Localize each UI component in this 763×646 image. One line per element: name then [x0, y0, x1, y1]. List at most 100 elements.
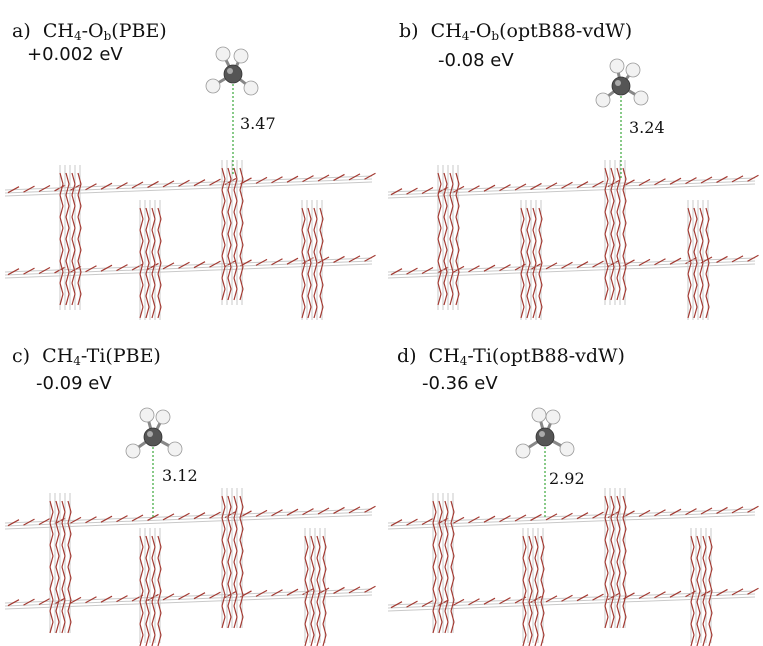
- o-bond: [561, 181, 573, 189]
- o-bond: [483, 264, 496, 272]
- slab-column: [49, 493, 72, 634]
- o-zigzag-bond: [610, 605, 615, 618]
- o-bond: [716, 588, 728, 596]
- o-zigzag-bond: [532, 284, 537, 297]
- o-bond: [716, 506, 728, 514]
- o-bond: [638, 509, 651, 517]
- o-zigzag-bond: [610, 222, 615, 235]
- o-zigzag-bond: [322, 546, 327, 559]
- o-zigzag-bond: [145, 240, 150, 253]
- o-zigzag-bond: [151, 568, 156, 581]
- o-zigzag-bond: [310, 546, 315, 559]
- o-zigzag-bond: [157, 546, 162, 559]
- o-zigzag-bond: [221, 506, 226, 519]
- o-zigzag-bond: [157, 262, 162, 275]
- slab-column: [221, 160, 244, 305]
- o-zigzag-bond: [610, 561, 615, 574]
- o-zigzag-bond: [616, 178, 621, 191]
- o-zigzag-bond: [49, 544, 54, 557]
- ti-o-bond: [4, 594, 373, 610]
- o-zigzag-bond: [301, 284, 306, 297]
- o-zigzag-bond: [705, 284, 710, 297]
- o-zigzag-bond: [157, 251, 162, 264]
- o-zigzag-bond: [139, 306, 144, 319]
- o-bond: [685, 257, 697, 265]
- o-zigzag-bond: [139, 634, 144, 646]
- o-zigzag-bond: [59, 282, 64, 295]
- o-zigzag-bond: [444, 610, 449, 623]
- o-zigzag-bond: [522, 612, 527, 625]
- o-zigzag-bond: [604, 233, 609, 246]
- o-zigzag-bond: [61, 610, 66, 623]
- o-zigzag-bond: [221, 277, 226, 290]
- o-zigzag-bond: [322, 601, 327, 614]
- o-zigzag-bond: [604, 539, 609, 552]
- o-zigzag-bond: [227, 167, 232, 180]
- o-zigzag-bond: [534, 557, 539, 570]
- o-bond: [483, 597, 496, 605]
- o-zigzag-bond: [313, 273, 318, 286]
- o-zigzag-bond: [437, 227, 442, 240]
- o-zigzag-bond: [443, 238, 448, 251]
- o-zigzag-bond: [702, 557, 707, 570]
- o-zigzag-bond: [65, 260, 70, 273]
- o-zigzag-bond: [67, 555, 72, 568]
- o-zigzag-bond: [622, 561, 627, 574]
- o-zigzag-bond: [622, 277, 627, 290]
- slab: [4, 160, 376, 320]
- o-zigzag-bond: [432, 544, 437, 557]
- o-zigzag-bond: [319, 306, 324, 319]
- o-zigzag-bond: [455, 271, 460, 284]
- o-zigzag-bond: [443, 227, 448, 240]
- o-zigzag-bond: [227, 561, 232, 574]
- o-zigzag-bond: [622, 594, 627, 607]
- o-zigzag-bond: [610, 594, 615, 607]
- o-zigzag-bond: [522, 568, 527, 581]
- o-zigzag-bond: [520, 251, 525, 264]
- o-bond: [561, 261, 573, 269]
- o-bond: [468, 265, 480, 273]
- o-zigzag-bond: [304, 579, 309, 592]
- o-zigzag-bond: [610, 167, 615, 180]
- o-zigzag-bond: [444, 533, 449, 546]
- o-zigzag-bond: [708, 612, 713, 625]
- o-zigzag-bond: [699, 306, 704, 319]
- o-zigzag-bond: [65, 293, 70, 306]
- panel-c-title: c) CH4-Ti(PBE): [12, 345, 161, 368]
- o-zigzag-bond: [616, 616, 621, 629]
- o-zigzag-bond: [438, 500, 443, 513]
- o-zigzag-bond: [696, 579, 701, 592]
- o-zigzag-bond: [65, 205, 70, 218]
- o-zigzag-bond: [540, 579, 545, 592]
- o-zigzag-bond: [227, 277, 232, 290]
- o-zigzag-bond: [65, 172, 70, 185]
- o-zigzag-bond: [610, 244, 615, 257]
- o-zigzag-bond: [538, 207, 543, 220]
- hydrogen-atom: [609, 58, 625, 74]
- o-bond: [468, 516, 480, 524]
- o-bond: [131, 181, 144, 189]
- o-zigzag-bond: [77, 183, 82, 196]
- o-zigzag-bond: [437, 249, 442, 262]
- o-zigzag-bond: [67, 500, 72, 513]
- o-zigzag-bond: [59, 238, 64, 251]
- o-zigzag-bond: [301, 251, 306, 264]
- o-zigzag-bond: [151, 295, 156, 308]
- o-zigzag-bond: [221, 517, 226, 530]
- o-zigzag-bond: [227, 550, 232, 563]
- o-zigzag-bond: [145, 579, 150, 592]
- o-zigzag-bond: [221, 178, 226, 191]
- o-zigzag-bond: [696, 590, 701, 603]
- o-zigzag-bond: [699, 273, 704, 286]
- o-bond: [576, 261, 589, 269]
- slab-top-layer: [387, 174, 759, 199]
- o-zigzag-bond: [55, 555, 60, 568]
- o-zigzag-bond: [239, 211, 244, 224]
- o-bond: [654, 591, 666, 599]
- o-zigzag-bond: [610, 277, 615, 290]
- o-zigzag-bond: [696, 601, 701, 614]
- panel-a-title: a) CH4-Ob(PBE): [12, 20, 167, 43]
- o-zigzag-bond: [301, 262, 306, 275]
- o-zigzag-bond: [444, 511, 449, 524]
- o-bond: [7, 519, 20, 527]
